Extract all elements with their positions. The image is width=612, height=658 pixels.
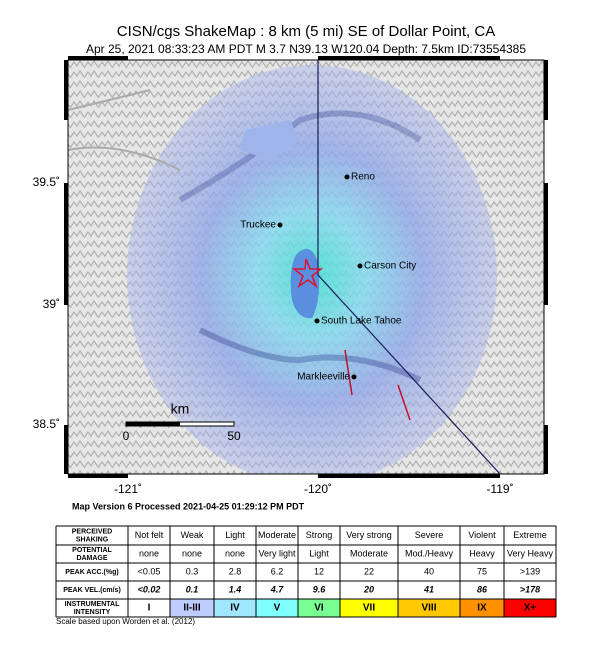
cell: Violent — [468, 530, 496, 540]
lat-label: 38.5˚ — [33, 417, 60, 431]
cell: 75 — [477, 566, 487, 576]
cell: Mod./Heavy — [405, 548, 454, 558]
cell: Light — [225, 530, 245, 540]
city-marker — [277, 222, 283, 228]
city-label: South Lake Tahoe — [321, 316, 402, 327]
cell: 20 — [363, 584, 374, 594]
city-marker — [357, 263, 363, 269]
scale-start: 0 — [123, 429, 130, 443]
city-marker — [351, 374, 357, 380]
lat-label: 39˚ — [43, 297, 60, 311]
row-label: PEAK VEL.(cm/s) — [63, 587, 121, 594]
cell: none — [225, 548, 245, 558]
row-label: PERCEIVED — [72, 528, 112, 535]
cell: 12 — [314, 566, 324, 576]
ridge — [198, 327, 422, 383]
cell: Extreme — [513, 530, 547, 540]
cell: 22 — [364, 566, 374, 576]
intensity-swatch — [298, 599, 340, 617]
lon-label: -120˚ — [304, 482, 332, 496]
row-label: DAMAGE — [76, 555, 107, 562]
lon-label: -121˚ — [114, 482, 142, 496]
intensity-swatch — [170, 599, 214, 617]
row-label: INSTRUMENTAL — [65, 601, 120, 608]
cell: Light — [309, 548, 329, 558]
cell: Very Heavy — [507, 548, 554, 558]
frame-bars — [64, 56, 548, 478]
scale-bar-fill — [126, 422, 180, 426]
cell: <0.05 — [138, 566, 161, 576]
row-label: POTENTIAL — [72, 547, 112, 554]
cell: Very strong — [346, 530, 392, 540]
intensity-swatch — [398, 599, 460, 617]
cell: none — [182, 548, 202, 558]
row-label: PEAK ACC.(%g) — [65, 569, 118, 576]
footnote: Scale based upon Worden et al. (2012) — [56, 617, 195, 626]
ridge — [178, 110, 422, 203]
cell: Weak — [181, 530, 204, 540]
cell: 40 — [424, 566, 434, 576]
intensity-swatch — [128, 599, 170, 617]
cell: 0.3 — [186, 566, 199, 576]
cell: 41 — [423, 584, 434, 594]
city-label: Markleeville — [297, 372, 350, 383]
processed-note: Map Version 6 Processed 2021-04-25 01:29… — [72, 501, 305, 511]
cell: VII — [363, 603, 375, 614]
cell: II-III — [183, 603, 200, 614]
subtitle: Apr 25, 2021 08:33:23 AM PDT M 3.7 N39.1… — [86, 42, 526, 56]
scale-end: 50 — [227, 429, 241, 443]
state-border — [317, 60, 501, 474]
cell: Moderate — [258, 530, 296, 540]
cell: 2.8 — [229, 566, 242, 576]
lat-label: 39.5˚ — [33, 175, 60, 189]
cell: IV — [230, 603, 240, 614]
cell: VIII — [421, 603, 436, 614]
cell: 6.2 — [271, 566, 284, 576]
cell: 1.4 — [229, 584, 242, 594]
title: CISN/cgs ShakeMap : 8 km (5 mi) SE of Do… — [117, 23, 495, 40]
road — [68, 89, 181, 171]
city-label: Truckee — [240, 220, 276, 231]
intensity-swatch — [340, 599, 398, 617]
city-marker — [314, 318, 320, 324]
intensity-swatch — [460, 599, 504, 617]
cell: >139 — [520, 566, 540, 576]
cell: Heavy — [469, 548, 495, 558]
intensity-swatch — [214, 599, 256, 617]
cell: I — [148, 603, 151, 614]
cell: V — [274, 603, 281, 614]
cell: none — [139, 548, 159, 558]
scale-unit: km — [171, 401, 190, 417]
cell: 86 — [477, 584, 488, 594]
cell: Very light — [258, 548, 296, 558]
cell: 4.7 — [270, 584, 285, 594]
cell: Strong — [306, 530, 333, 540]
cell: <0.02 — [138, 584, 161, 594]
map-area — [68, 60, 544, 474]
cell: Moderate — [350, 548, 388, 558]
cell: IX — [477, 603, 487, 614]
city-marker — [344, 174, 350, 180]
cell: Severe — [415, 530, 444, 540]
city-label: Reno — [351, 172, 375, 183]
intensity-swatch — [256, 599, 298, 617]
fault — [344, 349, 411, 421]
intensity-swatch — [504, 599, 556, 617]
cell: 9.6 — [313, 584, 327, 594]
cell: X+ — [524, 603, 537, 614]
cell: 0.1 — [186, 584, 199, 594]
city-label: Carson City — [364, 261, 416, 272]
cell: VI — [314, 603, 324, 614]
row-label: SHAKING — [76, 536, 109, 543]
epicenter — [291, 258, 324, 289]
row-label: INTENSITY — [74, 609, 111, 616]
cell: Not felt — [135, 530, 164, 540]
cell: >178 — [520, 584, 540, 594]
lake — [240, 120, 300, 160]
lon-label: -119˚ — [486, 482, 513, 496]
lake-tahoe — [290, 248, 320, 319]
